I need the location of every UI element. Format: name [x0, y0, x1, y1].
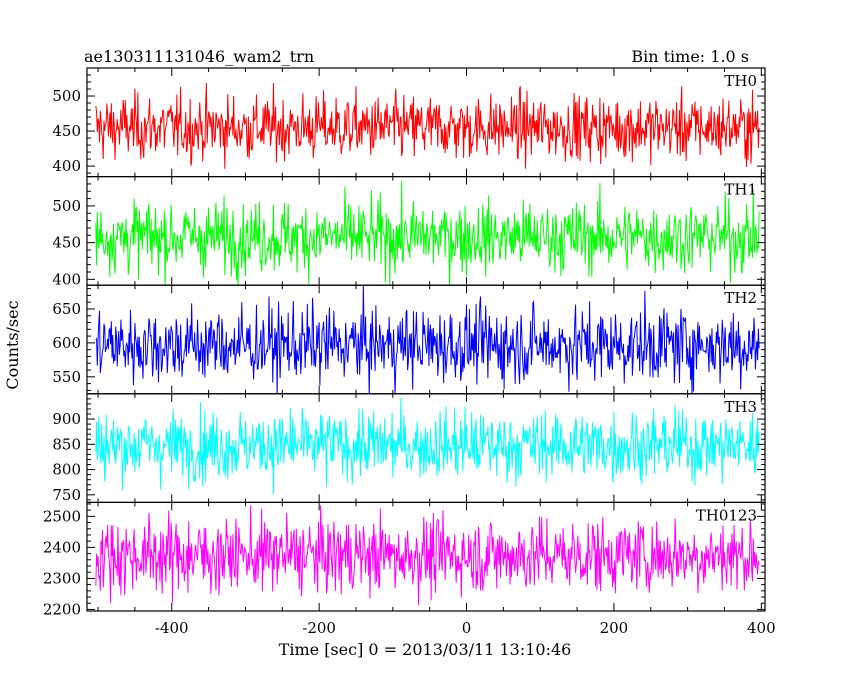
panel-th1: 400 450 500 TH1: [52, 176, 766, 288]
panel-th0: 400 450 500 TH0: [52, 67, 766, 178]
series-line-th3: [95, 398, 760, 495]
y-tick-label: 2300: [43, 569, 81, 587]
x-axis: -400 -200 0 200 400: [155, 619, 776, 637]
series-line-th1: [95, 181, 760, 286]
y-tick-label: 850: [52, 435, 81, 453]
y-tick-label: 450: [52, 122, 81, 140]
panel-th3: 750 800 850 900 TH3: [52, 393, 766, 504]
y-tick-label: 600: [52, 334, 81, 352]
x-tick-label: -400: [155, 619, 189, 637]
panel-th0123: 2200 2300 2400 2500 TH0123: [43, 501, 766, 618]
series-line-th0123: [95, 505, 760, 606]
chart-title: ae130311131046_wam2_trn: [84, 47, 314, 66]
panel-frame: [86, 501, 766, 612]
y-tick-label: 500: [52, 197, 81, 215]
y-tick-label: 900: [52, 410, 81, 428]
y-tick-label: 500: [52, 87, 81, 105]
series-line-th2: [95, 285, 760, 394]
y-tick-label: 800: [52, 461, 81, 479]
y-tick-label: 400: [52, 157, 81, 175]
panels: 400 450 500 TH0 400 450 500 TH1 550 600 650 TH2 750 8…: [43, 67, 766, 618]
panel-label: TH2: [724, 289, 757, 307]
y-tick-label: 400: [52, 270, 81, 288]
y-tick-label: 550: [52, 368, 81, 386]
panel-label: TH3: [724, 398, 757, 416]
panel-label: TH0: [724, 72, 757, 90]
y-tick-label: 750: [52, 486, 81, 504]
series-line-th0: [95, 83, 760, 169]
y-tick-label: 2500: [43, 507, 81, 525]
x-tick-label: 200: [600, 619, 629, 637]
y-tick-label: 450: [52, 234, 81, 252]
y-axis-label: Counts/sec: [3, 300, 22, 389]
panel-label: TH0123: [696, 506, 757, 524]
bin-time-label: Bin time: 1.0 s: [631, 47, 749, 66]
panel-frame: [86, 67, 766, 178]
x-tick-label: 400: [747, 619, 776, 637]
panel-th2: 550 600 650 TH2: [52, 284, 766, 395]
y-tick-label: 650: [52, 300, 81, 318]
y-tick-label: 2400: [43, 538, 81, 556]
y-tick-label: 2200: [43, 600, 81, 618]
x-tick-label: -200: [302, 619, 336, 637]
x-tick-label: 0: [462, 619, 472, 637]
x-axis-label: Time [sec] 0 = 2013/03/11 13:10:46: [279, 640, 572, 659]
panel-label: TH1: [724, 181, 757, 199]
